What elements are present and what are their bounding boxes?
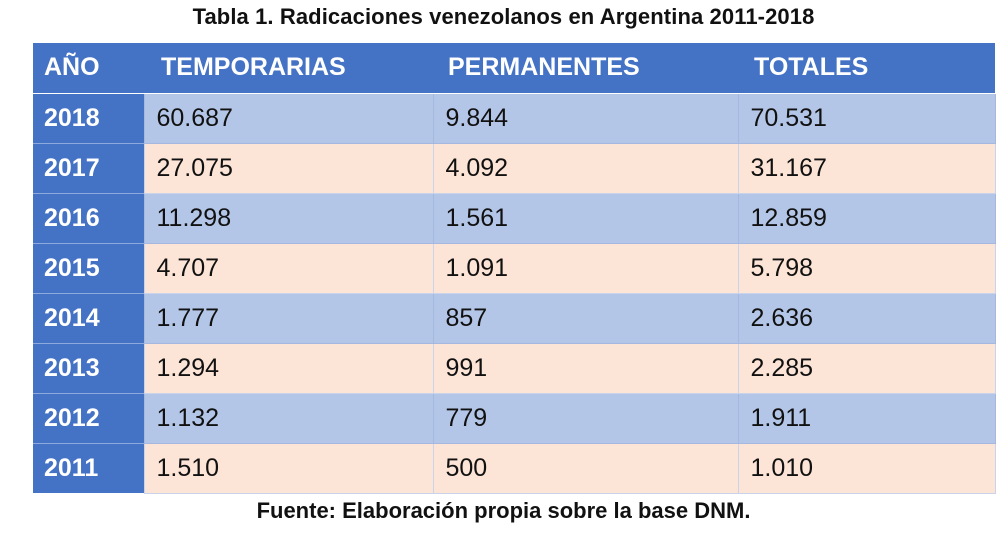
totales-cell: 1.911 — [737, 392, 996, 444]
source-note: Fuente: Elaboración propia sobre la base… — [256, 498, 751, 523]
totales-cell: 2.636 — [737, 292, 996, 344]
permanentes-cell: 1.091 — [432, 242, 739, 294]
table-row: 2012 1.132 779 1.911 — [33, 392, 996, 444]
table-title: Tabla 1. Radicaciones venezolanos en Arg… — [192, 4, 815, 29]
temporarias-cell: 1.777 — [143, 292, 434, 344]
totales-cell: 2.285 — [737, 342, 996, 394]
totales-cell: 5.798 — [737, 242, 996, 294]
year-cell: 2016 — [33, 192, 144, 243]
year-cell: 2014 — [33, 292, 144, 343]
table-row: 2015 4.707 1.091 5.798 — [33, 242, 996, 294]
header-totales: TOTALES — [738, 43, 995, 94]
table-row: 2018 60.687 9.844 70.531 — [33, 92, 996, 144]
header-year: AÑO — [33, 43, 144, 94]
permanentes-cell: 9.844 — [432, 92, 739, 144]
permanentes-cell: 779 — [432, 392, 739, 444]
year-cell: 2011 — [33, 442, 144, 493]
year-cell: 2017 — [33, 142, 144, 193]
totales-cell: 1.010 — [737, 442, 996, 494]
totales-cell: 12.859 — [737, 192, 996, 244]
year-cell: 2015 — [33, 242, 144, 293]
temporarias-cell: 4.707 — [143, 242, 434, 294]
year-cell: 2013 — [33, 342, 144, 393]
temporarias-cell: 11.298 — [143, 192, 434, 244]
table-row: 2017 27.075 4.092 31.167 — [33, 142, 996, 194]
temporarias-cell: 60.687 — [143, 92, 434, 144]
totales-cell: 31.167 — [737, 142, 996, 194]
table-row: 2014 1.777 857 2.636 — [33, 292, 996, 344]
header-permanentes: PERMANENTES — [433, 43, 738, 94]
table-row: 2016 11.298 1.561 12.859 — [33, 192, 996, 244]
year-cell: 2018 — [33, 92, 144, 143]
permanentes-cell: 991 — [432, 342, 739, 394]
permanentes-cell: 500 — [432, 442, 739, 494]
header-row: AÑO TEMPORARIAS PERMANENTES TOTALES — [33, 43, 995, 94]
header-temporarias: TEMPORARIAS — [144, 43, 433, 94]
permanentes-cell: 857 — [432, 292, 739, 344]
temporarias-cell: 27.075 — [143, 142, 434, 194]
temporarias-cell: 1.294 — [143, 342, 434, 394]
year-cell: 2012 — [33, 392, 144, 443]
permanentes-cell: 4.092 — [432, 142, 739, 194]
data-table: AÑO TEMPORARIAS PERMANENTES TOTALES 2018… — [33, 43, 996, 494]
temporarias-cell: 1.132 — [143, 392, 434, 444]
totales-cell: 70.531 — [737, 92, 996, 144]
table-row: 2013 1.294 991 2.285 — [33, 342, 996, 394]
permanentes-cell: 1.561 — [432, 192, 739, 244]
table-row: 2011 1.510 500 1.010 — [33, 442, 996, 494]
temporarias-cell: 1.510 — [143, 442, 434, 494]
